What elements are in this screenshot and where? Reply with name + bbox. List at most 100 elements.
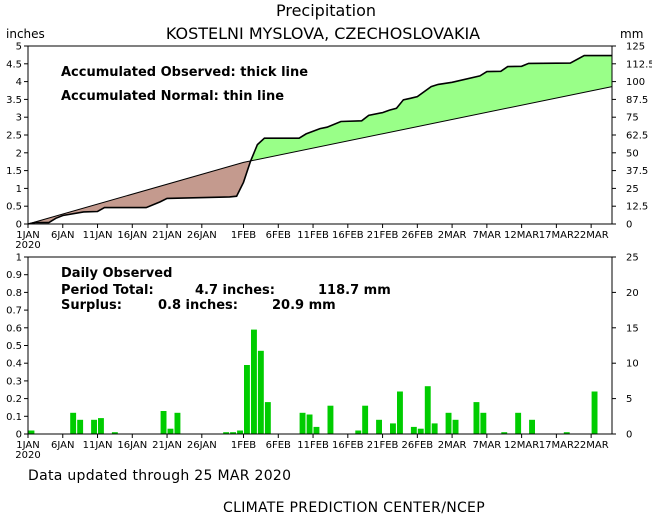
chart-title: Precipitation: [276, 1, 376, 20]
daily-precip-bar: [299, 412, 306, 434]
x-tick-label: 16JAN: [117, 230, 147, 241]
surplus-area: [250, 55, 612, 162]
daily-precip-bar: [111, 432, 118, 434]
x-tick-label: 21JAN: [152, 230, 182, 241]
period-total-inches: 4.7 inches:: [195, 283, 275, 298]
daily-precip-bar: [77, 419, 84, 434]
daily-precip-bar: [98, 418, 104, 434]
daily-precip-bar: [264, 402, 271, 434]
x-tick-label: 1JAN: [16, 230, 39, 241]
y-tick-label-left: 0.8: [6, 288, 22, 299]
y-tick-label-left: 0.7: [6, 306, 22, 317]
daily-precip-bar: [327, 405, 334, 434]
y-tick-label-right: 112.5: [626, 59, 652, 70]
accumulated-axes: 00.511.522.533.544.55012.52537.55062.575…: [6, 42, 652, 252]
x-tick-label: 17MAR: [539, 440, 574, 451]
daily-precip-bar: [591, 391, 598, 434]
x-tick-label: 12MAR: [504, 440, 539, 451]
y-tick-label-right: 50: [626, 148, 639, 159]
daily-precip-bar: [251, 329, 257, 434]
y-tick-label-right: 20: [626, 288, 639, 299]
daily-precip-bar: [410, 426, 417, 434]
x-tick-label: 6JAN: [51, 440, 74, 451]
y-tick-label-left: 2.5: [6, 131, 22, 142]
accumulation-lines-layer: [27, 54, 613, 225]
x-tick-label: 17MAR: [539, 230, 574, 241]
x-tick-label: 1FEB: [231, 440, 256, 451]
y-tick-label-left: 0.9: [6, 270, 22, 281]
daily-precip-bar: [424, 386, 431, 434]
y-tick-label-left: 3.5: [6, 95, 22, 106]
x-tick-label: 21JAN: [152, 440, 182, 451]
surplus-mm: 20.9 mm: [272, 298, 336, 313]
y-tick-label-left: 0.2: [6, 394, 22, 405]
x-tick-label: 22MAR: [574, 440, 609, 451]
x-tick-label: 12MAR: [504, 230, 539, 241]
y-tick-label-right: 25: [626, 253, 639, 264]
y-tick-label-right: 75: [626, 113, 639, 124]
y-tick-label-left: 5: [16, 42, 22, 53]
y-tick-label-left: 3: [16, 113, 22, 124]
observed-accumulation-line: [27, 54, 612, 225]
y-tick-label-left: 1: [16, 184, 22, 195]
daily-precip-bar: [397, 391, 403, 434]
x-tick-label: 7MAR: [472, 440, 501, 451]
normal-accumulation-line: [27, 86, 613, 225]
y-tick-label-right: 62.5: [626, 131, 648, 142]
daily-precip-bar: [480, 412, 487, 434]
y-tick-label-right: 10: [626, 359, 639, 370]
x-tick-label: 1JAN: [16, 440, 39, 451]
x-tick-label: 16FEB: [332, 230, 364, 241]
y-tick-label-right: 15: [626, 323, 639, 334]
y-tick-label-left: 0.3: [6, 376, 22, 387]
y-tick-label-right: 0: [626, 220, 632, 231]
x-year-label: 2020: [15, 240, 40, 251]
daily-bars-layer: [28, 329, 598, 434]
daily-precip-bar: [223, 432, 230, 434]
daily-precip-bar: [230, 432, 236, 434]
daily-precip-bar: [28, 430, 35, 434]
unit-mm-label: mm: [620, 27, 643, 41]
accumulated-plot-frame: [27, 45, 613, 225]
y-tick-label-left: 1.5: [6, 166, 22, 177]
surplus-inches: 0.8 inches:: [158, 298, 238, 313]
legend-daily-observed: Daily Observed: [61, 266, 172, 281]
daily-precip-bar: [244, 365, 250, 434]
y-tick-label-right: 125: [626, 42, 645, 53]
daily-precip-bar: [313, 426, 320, 434]
y-tick-label-left: 4: [16, 77, 22, 88]
daily-precip-bar: [563, 432, 570, 434]
x-tick-label: 11FEB: [297, 230, 329, 241]
x-tick-label: 21FEB: [367, 440, 399, 451]
x-tick-label: 22MAR: [574, 230, 609, 241]
daily-precip-bar: [237, 430, 243, 434]
daily-precip-bar: [355, 430, 362, 434]
daily-precip-bar: [257, 350, 264, 434]
period-total-label: Period Total:: [61, 283, 154, 298]
daily-precip-bar: [529, 419, 535, 434]
credit-line: CLIMATE PREDICTION CENTER/NCEP: [223, 500, 485, 516]
daily-precip-bar: [431, 423, 438, 434]
y-tick-label-right: 5: [626, 394, 632, 405]
y-tick-label-left: 2: [16, 148, 22, 159]
x-tick-label: 16FEB: [332, 440, 364, 451]
x-tick-label: 6FEB: [266, 440, 291, 451]
daily-precip-bar: [167, 428, 174, 434]
daily-precip-bar: [445, 412, 452, 434]
x-tick-label: 2MAR: [438, 230, 467, 241]
daily-precip-bar: [306, 414, 313, 434]
daily-precip-bar: [417, 428, 424, 434]
y-tick-label-right: 37.5: [626, 166, 648, 177]
daily-precip-bar: [376, 419, 382, 434]
accumulated-panel: 00.511.522.533.544.55012.52537.55062.575…: [6, 42, 652, 252]
x-tick-label: 26JAN: [187, 440, 217, 451]
x-tick-label: 7MAR: [472, 230, 501, 241]
daily-precip-bar: [501, 432, 508, 434]
daily-precip-bar: [70, 412, 77, 434]
y-tick-label-right: 25: [626, 184, 639, 195]
x-tick-label: 26JAN: [187, 230, 217, 241]
unit-inches-label: inches: [6, 27, 45, 41]
x-tick-label: 11JAN: [83, 440, 113, 451]
y-tick-label-left: 4.5: [6, 59, 22, 70]
